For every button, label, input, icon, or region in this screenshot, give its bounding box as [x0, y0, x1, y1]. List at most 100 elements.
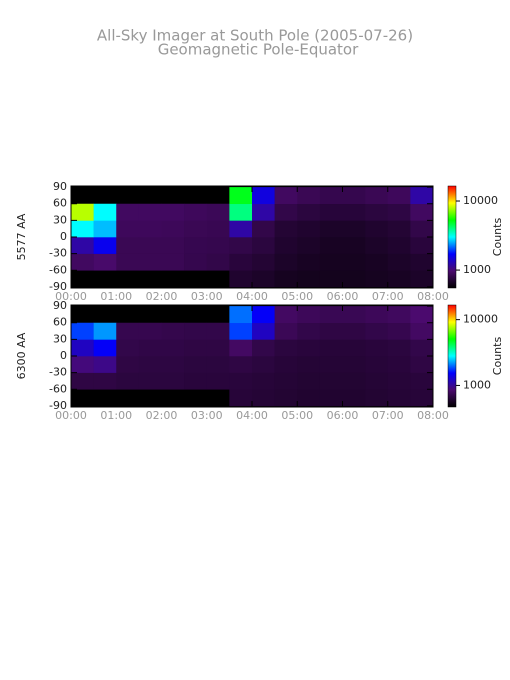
heat-cell	[229, 372, 253, 390]
colorbar-tick-label: 10000	[463, 194, 498, 207]
heat-cell	[93, 253, 117, 271]
heat-cell	[410, 356, 434, 373]
heat-cell	[161, 220, 185, 238]
heat-cell	[319, 339, 343, 357]
heat-cell	[93, 237, 117, 254]
heat-cell	[319, 220, 343, 238]
heat-cell	[274, 237, 298, 254]
heat-cell	[319, 187, 343, 205]
heat-cell	[229, 203, 253, 221]
heat-cell	[161, 372, 185, 390]
heat-cell	[410, 203, 434, 221]
heat-cell	[206, 322, 230, 340]
x-tick-label: 05:00	[281, 409, 313, 422]
heat-cell	[387, 322, 411, 340]
heat-cell	[252, 203, 275, 221]
heat-cell	[365, 203, 389, 221]
heat-cell	[138, 220, 162, 238]
heat-cell	[116, 237, 140, 254]
heat-cell	[365, 187, 389, 205]
heat-cell	[297, 253, 321, 271]
heat-cell	[71, 203, 94, 221]
heat-cell	[365, 220, 389, 238]
y-tick-label: 30	[53, 213, 67, 226]
y-tick-label: 60	[53, 316, 67, 329]
heat-cell	[319, 253, 343, 271]
heat-cell	[342, 220, 366, 238]
heat-cell	[252, 389, 275, 407]
heat-cell	[342, 253, 366, 271]
heat-cell	[274, 203, 298, 221]
heat-cell	[184, 220, 208, 238]
heat-cell	[206, 253, 230, 271]
heat-cell	[229, 322, 253, 340]
heat-cell	[274, 356, 298, 373]
colorbar-tick-label: 1000	[463, 378, 491, 391]
heat-cell	[342, 389, 366, 407]
heat-cell	[161, 356, 185, 373]
heat-cell	[229, 253, 253, 271]
heat-cell	[297, 187, 321, 205]
heat-cell	[297, 203, 321, 221]
heat-cell	[116, 372, 140, 390]
heat-cell	[274, 187, 298, 205]
heat-cell	[71, 253, 94, 271]
heat-cell	[93, 356, 117, 373]
x-tick-label: 08:00	[417, 409, 449, 422]
heat-cell	[138, 253, 162, 271]
heat-cell	[365, 389, 389, 407]
y-tick-label: -60	[49, 382, 67, 395]
heat-cell	[252, 372, 275, 390]
x-tick-label: 02:00	[146, 290, 178, 303]
heat-cell	[229, 270, 253, 288]
x-tick-label: 02:00	[146, 409, 178, 422]
heat-cell	[342, 237, 366, 254]
heat-cell	[274, 372, 298, 390]
heat-cell	[93, 203, 117, 221]
heat-cell	[71, 339, 94, 357]
x-tick-label: 04:00	[236, 290, 268, 303]
y-tick-label: -90	[49, 280, 67, 293]
heat-cell	[319, 237, 343, 254]
heat-cell	[342, 339, 366, 357]
x-tick-label: 00:00	[55, 409, 87, 422]
heat-cell	[387, 306, 411, 324]
y-axis-label: 5577 AA	[15, 213, 28, 260]
heat-cell	[297, 389, 321, 407]
heat-cell	[365, 339, 389, 357]
x-tick-label: 06:00	[327, 409, 359, 422]
colorbar	[447, 304, 457, 408]
heat-cell	[71, 237, 94, 254]
y-tick-label: 60	[53, 197, 67, 210]
heat-cell	[116, 356, 140, 373]
heat-cell	[365, 322, 389, 340]
heat-cell	[297, 322, 321, 340]
heat-cell	[365, 253, 389, 271]
heat-cell	[410, 372, 434, 390]
heat-cell	[410, 389, 434, 407]
heat-cell	[71, 372, 94, 390]
x-tick-label: 04:00	[236, 409, 268, 422]
heat-cell	[252, 339, 275, 357]
heat-cell	[71, 322, 94, 340]
heat-cell	[161, 253, 185, 271]
heat-cell	[116, 253, 140, 271]
heat-cell	[387, 389, 411, 407]
heat-cell	[274, 270, 298, 288]
heat-cell	[319, 389, 343, 407]
heat-cell	[161, 322, 185, 340]
heat-cell	[93, 322, 117, 340]
heat-cell	[365, 306, 389, 324]
heat-cell	[252, 220, 275, 238]
heat-cell	[93, 339, 117, 357]
heat-cell	[274, 253, 298, 271]
heat-cell	[184, 237, 208, 254]
heat-cell	[252, 322, 275, 340]
heat-cell	[342, 306, 366, 324]
heat-cell	[252, 270, 275, 288]
x-tick-label: 03:00	[191, 409, 223, 422]
heat-cell	[342, 270, 366, 288]
heat-cell	[297, 356, 321, 373]
heat-cell	[71, 356, 94, 373]
